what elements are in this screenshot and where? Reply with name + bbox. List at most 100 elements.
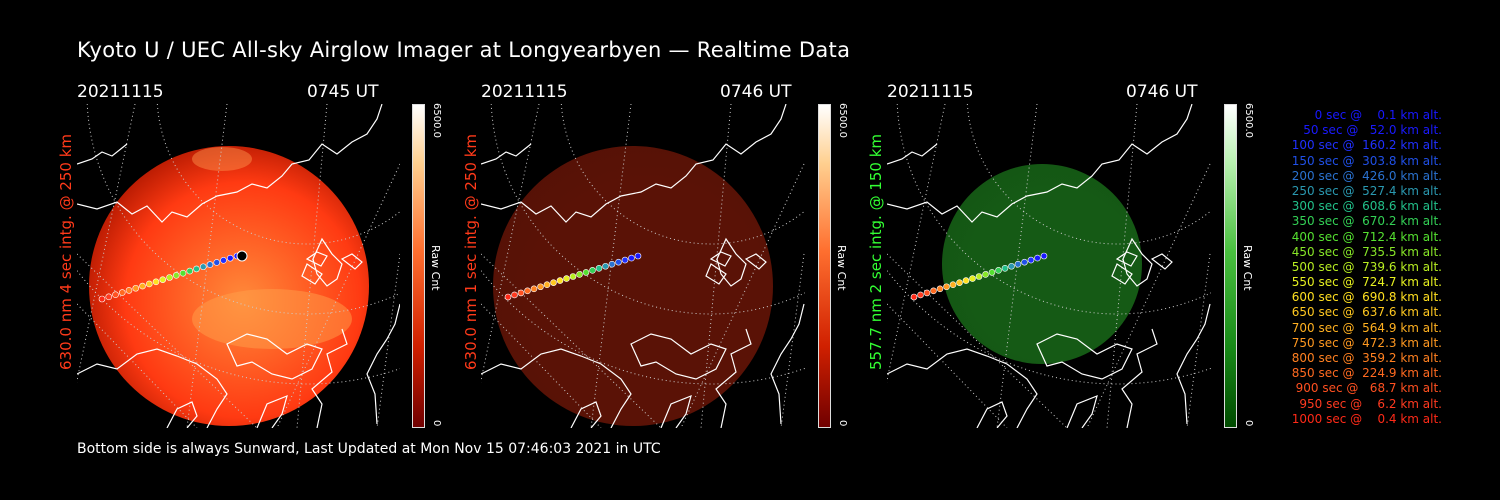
trajectory-point	[125, 287, 133, 294]
coastline	[976, 401, 1008, 428]
coastline	[1111, 263, 1133, 285]
coastline	[305, 251, 328, 267]
trajectory-point	[615, 258, 622, 266]
trajectory-point	[1021, 258, 1028, 266]
coastline	[481, 348, 632, 428]
coastline	[715, 328, 752, 428]
panel-3-time: 0746 UT	[1126, 82, 1198, 102]
trajectory-point	[145, 280, 153, 288]
legend-row: 700 sec @ 564.9 km alt.	[1287, 320, 1442, 335]
trajectory-point	[172, 272, 180, 279]
coastline	[887, 143, 938, 165]
legend-row: 150 sec @ 303.8 km alt.	[1287, 153, 1442, 168]
trajectory-point	[504, 293, 512, 301]
panel-2-side-label: 630.0 nm 1 sec intg. @ 250 km	[462, 133, 480, 370]
legend-row: 200 sec @ 426.0 km alt.	[1287, 168, 1442, 183]
footer-note: Bottom side is always Sunward, Last Upda…	[77, 441, 661, 457]
trajectory-point	[524, 287, 531, 295]
trajectory-point	[910, 293, 918, 301]
airglow-disc	[493, 146, 773, 426]
legend-row: 650 sec @ 637.6 km alt.	[1287, 305, 1442, 320]
panel-3-colorbar-unit: Raw Cnt	[1241, 245, 1254, 291]
panel-2-image	[481, 104, 805, 428]
page-title: Kyoto U / UEC All-sky Airglow Imager at …	[77, 38, 851, 62]
coastline	[716, 237, 747, 287]
trajectory-point	[628, 254, 635, 262]
trajectory-point	[988, 269, 996, 276]
coastline	[1122, 237, 1153, 287]
grid-line	[996, 104, 1038, 428]
coastline	[570, 401, 602, 428]
trajectory-point	[621, 256, 629, 264]
panel-2-colorbar	[818, 104, 831, 428]
legend-row: 1000 sec @ 0.4 km alt.	[1291, 411, 1442, 426]
trajectory-legend: 0 sec @ 0.1 km alt. 50 sec @ 52.0 km alt…	[1262, 108, 1442, 427]
coastline	[1121, 328, 1158, 428]
grid-line	[481, 253, 662, 428]
legend-row: 950 sec @ 6.2 km alt.	[1295, 396, 1442, 411]
trajectory-point	[975, 273, 983, 280]
trajectory-point	[556, 277, 564, 284]
legend-row: 750 sec @ 472.3 km alt.	[1287, 335, 1442, 350]
grid-line	[680, 163, 805, 428]
airglow-disc	[942, 164, 1142, 364]
grid-line	[186, 104, 228, 428]
trajectory-point	[159, 276, 167, 283]
coastline	[1176, 303, 1211, 425]
trajectory-point	[105, 293, 113, 301]
coastline	[1150, 253, 1173, 270]
grid-line	[481, 303, 602, 428]
trajectory-point	[582, 269, 590, 276]
coastline	[256, 394, 288, 428]
coastline	[301, 263, 323, 285]
legend-row: 600 sec @ 690.8 km alt.	[1287, 290, 1442, 305]
coastline	[709, 251, 732, 267]
coastline	[887, 104, 1193, 223]
legend-row: 850 sec @ 224.9 km alt.	[1287, 366, 1442, 381]
trajectory-point	[193, 265, 200, 273]
trajectory-point	[537, 283, 544, 291]
trajectory-point	[530, 285, 538, 293]
aurora-patch	[192, 289, 352, 349]
grid-line	[77, 303, 198, 428]
trajectory-point	[1014, 260, 1022, 268]
grid-line	[77, 253, 258, 428]
legend-row: 500 sec @ 739.6 km alt.	[1287, 259, 1442, 274]
legend-row: 300 sec @ 608.6 km alt.	[1287, 199, 1442, 214]
trajectory-point	[936, 285, 944, 293]
coastline	[744, 253, 767, 270]
trajectory-point	[602, 262, 609, 270]
trajectory-point	[1008, 262, 1015, 270]
coastline	[311, 328, 348, 428]
trajectory-point	[995, 267, 1002, 274]
trajectory-point	[943, 283, 950, 291]
trajectory-point	[543, 281, 551, 288]
trajectory-point	[220, 257, 227, 264]
trajectory-point	[576, 271, 583, 278]
panel-1-colorbar-max: 6500.0	[431, 103, 442, 138]
grid-line	[887, 253, 1068, 428]
trajectory-point	[608, 260, 616, 268]
coastline	[481, 104, 787, 223]
coastline	[226, 333, 323, 380]
coastline	[166, 401, 198, 428]
trajectory-point	[956, 279, 963, 286]
coastline	[770, 303, 805, 425]
coastline	[77, 143, 128, 165]
coastline	[77, 104, 383, 223]
trajectory-point	[152, 278, 160, 286]
trajectory-point	[166, 274, 173, 281]
legend-row: 250 sec @ 527.4 km alt.	[1287, 183, 1442, 198]
trajectory-point	[563, 275, 570, 282]
panel-1-time: 0745 UT	[307, 82, 379, 102]
trajectory-point	[1034, 254, 1041, 262]
coastline	[887, 348, 1038, 428]
grid-line	[1086, 163, 1211, 428]
trajectory-point	[186, 267, 194, 275]
panel-3-side-label: 557.7 nm 2 sec intg. @ 150 km	[867, 133, 885, 370]
legend-row: 100 sec @ 160.2 km alt.	[1287, 138, 1442, 153]
trajectory-point	[930, 287, 937, 295]
legend-row: 350 sec @ 670.2 km alt.	[1287, 214, 1442, 229]
trajectory-point	[517, 289, 525, 297]
trajectory-point	[1040, 252, 1048, 260]
